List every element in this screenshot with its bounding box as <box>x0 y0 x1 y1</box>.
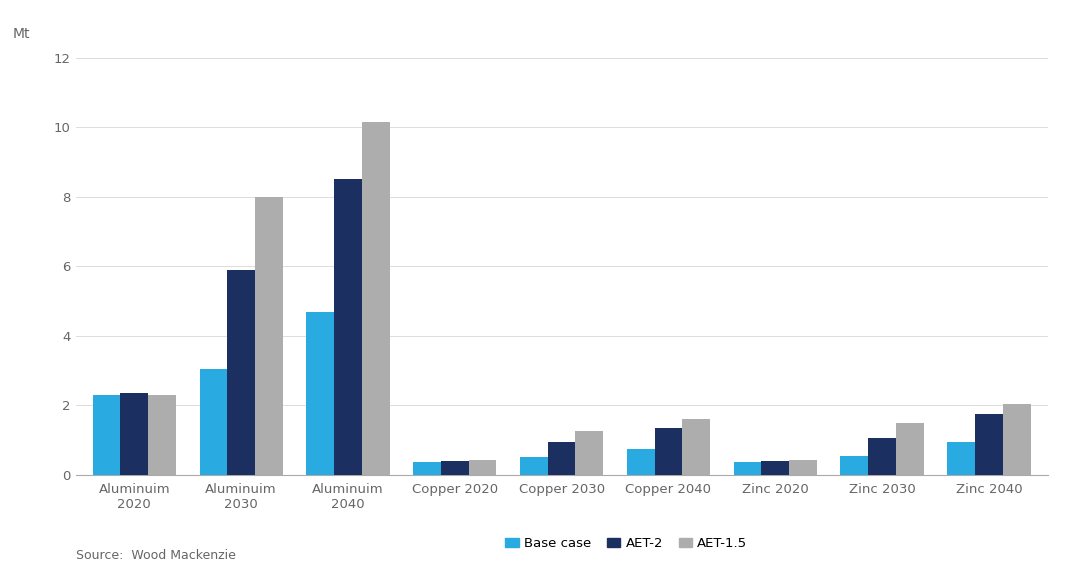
Bar <box>93 395 121 475</box>
Bar <box>789 460 816 475</box>
Text: Source:  Wood Mackenzie: Source: Wood Mackenzie <box>76 549 235 562</box>
Bar <box>414 461 441 475</box>
Bar <box>255 197 283 475</box>
Bar <box>227 270 255 475</box>
Bar <box>683 419 710 475</box>
Bar <box>840 456 868 475</box>
Bar <box>975 414 1002 475</box>
Bar <box>1002 404 1030 475</box>
Text: Mt: Mt <box>13 27 30 41</box>
Bar <box>896 423 923 475</box>
Bar <box>362 122 390 475</box>
Bar <box>733 461 761 475</box>
Bar <box>307 312 334 475</box>
Bar <box>334 179 362 475</box>
Bar <box>548 442 576 475</box>
Bar <box>121 393 148 475</box>
Bar <box>441 461 469 475</box>
Bar <box>761 461 789 475</box>
Bar <box>947 442 975 475</box>
Bar <box>519 457 548 475</box>
Bar <box>200 369 227 475</box>
Bar <box>148 395 176 475</box>
Legend: Base case, AET-2, AET-1.5: Base case, AET-2, AET-1.5 <box>500 532 753 555</box>
Bar <box>868 438 896 475</box>
Bar <box>654 428 683 475</box>
Bar <box>469 460 497 475</box>
Bar <box>626 449 654 475</box>
Bar <box>576 431 604 475</box>
